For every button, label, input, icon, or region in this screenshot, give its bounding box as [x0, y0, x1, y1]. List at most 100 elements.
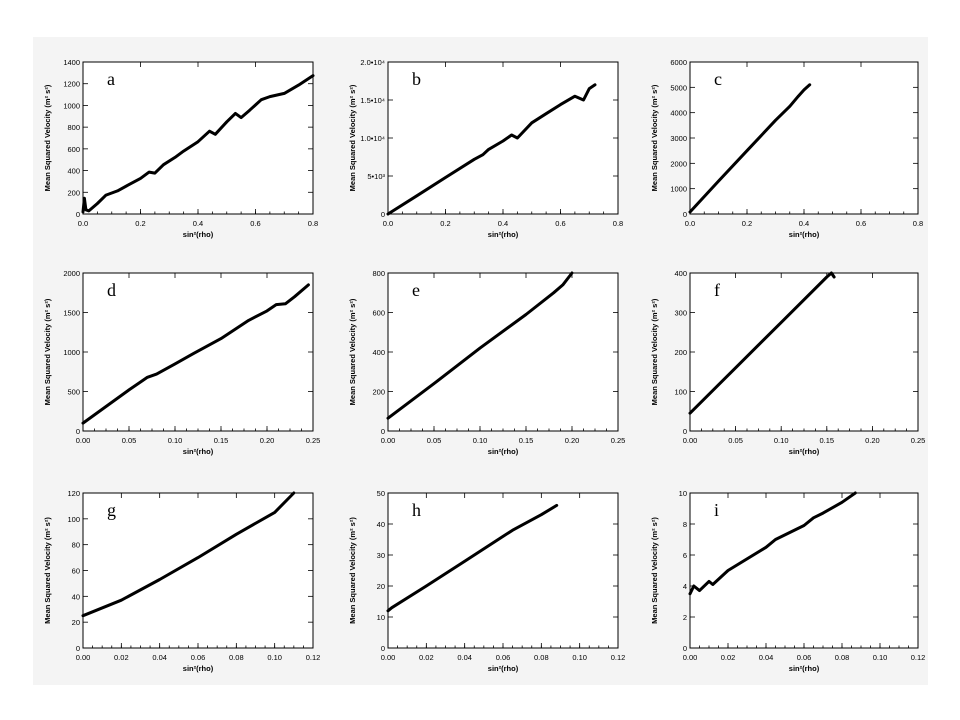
data-point — [582, 98, 585, 102]
x-tick-label: 0.15 — [214, 436, 229, 445]
panel-label: b — [412, 69, 421, 89]
data-point — [561, 283, 564, 287]
data-point — [425, 584, 428, 588]
x-tick-label: 0.08 — [229, 653, 244, 662]
data-point — [162, 163, 165, 166]
y-tick-label: 0 — [683, 427, 687, 436]
data-point — [127, 388, 131, 392]
data-point — [511, 529, 514, 532]
panel-e: 0.00 0.05 0.10 0.15 0.20 0.25 0 200 400 600 800 sin… — [348, 269, 625, 456]
panel-label: e — [412, 280, 420, 300]
y-tick-label: 6000 — [670, 58, 687, 67]
y-tick-label: 1000 — [670, 185, 687, 194]
y-tick-label: 200 — [372, 388, 385, 397]
y-tick-label: 600 — [372, 309, 385, 318]
panel-label: a — [107, 69, 115, 89]
x-tick-label: 0.05 — [427, 436, 442, 445]
x-axis-title: sin²(rho) — [183, 230, 214, 239]
data-point — [127, 183, 131, 186]
data-point — [283, 92, 286, 95]
data-point — [774, 538, 777, 541]
y-tick-label: 1.5•10⁴ — [360, 96, 385, 105]
data-point — [802, 88, 806, 92]
x-tick-label: 0.06 — [496, 653, 511, 662]
data-point — [530, 121, 533, 125]
data-point — [91, 610, 94, 613]
data-point — [120, 599, 123, 602]
data-point — [173, 362, 177, 366]
y-tick-label: 1400 — [63, 58, 80, 67]
y-tick-label: 80 — [72, 541, 80, 550]
data-point — [544, 112, 548, 115]
data-point — [219, 337, 223, 340]
x-tick-label: 0.00 — [76, 436, 91, 445]
y-tick-label: 0 — [381, 427, 385, 436]
x-tick-label: 0.10 — [168, 436, 183, 445]
x-axis-title: sin²(rho) — [183, 664, 214, 673]
x-tick-label: 0.0 — [383, 219, 393, 228]
data-point — [248, 109, 251, 112]
x-tick-label: 0.8 — [613, 219, 623, 228]
x-tick-label: 0.8 — [913, 219, 923, 228]
plot-frame — [82, 492, 314, 649]
panel-label: h — [412, 500, 421, 520]
y-tick-label: 100 — [674, 388, 687, 397]
x-tick-label: 0.08 — [534, 653, 549, 662]
x-tick-label: 0.02 — [419, 653, 434, 662]
data-point — [688, 210, 692, 214]
panel-label: d — [107, 280, 116, 300]
x-tick-label: 0.10 — [473, 436, 488, 445]
data-point — [540, 513, 543, 516]
data-point — [588, 87, 591, 90]
y-tick-label: 10 — [377, 613, 385, 622]
data-point — [214, 133, 217, 136]
data-point — [808, 83, 811, 87]
y-tick-label: 0 — [76, 210, 80, 219]
data-point — [81, 210, 85, 214]
y-axis-title: Mean Squared Velocity (m² s²) — [43, 517, 52, 624]
data-point — [293, 295, 296, 298]
panel-label: g — [107, 500, 116, 520]
data-point — [444, 176, 447, 179]
data-point — [234, 112, 237, 115]
data-point — [432, 382, 436, 385]
series-line — [81, 491, 296, 618]
x-tick-label: 0.06 — [191, 653, 206, 662]
y-axis-title: Mean Squared Velocity (m² s²) — [348, 298, 357, 405]
x-axis-title: sin²(rho) — [183, 447, 214, 456]
x-tick-label: 0.00 — [683, 436, 698, 445]
y-tick-label: 400 — [67, 167, 80, 176]
y-tick-label: 5000 — [670, 83, 687, 92]
y-tick-label: 4 — [683, 582, 687, 591]
x-tick-label: 0.12 — [911, 653, 926, 662]
series-line — [386, 83, 597, 216]
y-tick-label: 600 — [67, 145, 80, 154]
x-tick-label: 0.2 — [135, 219, 145, 228]
data-point — [463, 560, 466, 563]
x-axis-title: sin²(rho) — [789, 664, 820, 673]
data-point — [153, 171, 157, 175]
data-point — [788, 105, 791, 108]
x-axis-title: sin²(rho) — [789, 230, 820, 239]
data-point — [832, 275, 836, 279]
x-tick-label: 0.10 — [774, 436, 789, 445]
y-tick-label: 60 — [72, 567, 80, 576]
x-tick-label: 0.10 — [572, 653, 587, 662]
x-axis-title: sin²(rho) — [488, 664, 519, 673]
data-point — [247, 319, 250, 322]
x-tick-label: 0.00 — [76, 653, 91, 662]
data-point — [734, 366, 737, 369]
y-tick-label: 2000 — [670, 159, 687, 168]
x-tick-label: 0.12 — [306, 653, 321, 662]
x-tick-label: 0.6 — [250, 219, 260, 228]
data-point — [698, 589, 701, 592]
data-point — [104, 193, 108, 197]
y-tick-label: 20 — [377, 582, 385, 591]
data-point — [273, 511, 276, 514]
data-point — [386, 212, 390, 216]
series-line — [386, 503, 559, 613]
x-tick-label: 0.02 — [721, 653, 736, 662]
data-point — [225, 120, 228, 124]
y-tick-label: 40 — [377, 520, 385, 529]
